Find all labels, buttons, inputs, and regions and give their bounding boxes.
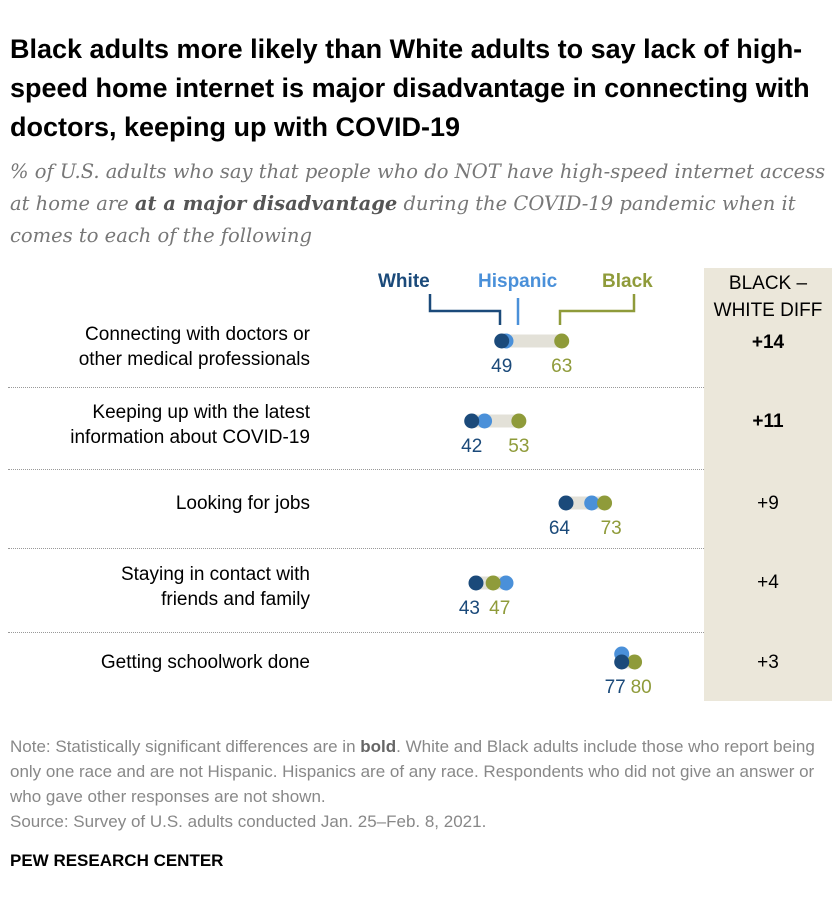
diff-header-line-1: BLACK –	[728, 273, 808, 294]
row-label: Looking for jobs	[176, 491, 310, 516]
diff-value: +11	[752, 411, 784, 432]
dot-hispanic	[584, 495, 600, 511]
chart-note: Note: Statistically significant differen…	[10, 734, 830, 834]
diff-value: +9	[757, 493, 779, 514]
diff-column-background	[704, 268, 832, 701]
subtitle-text-emphasis: at a major disadvantage	[134, 192, 398, 215]
label-black: 53	[508, 436, 529, 457]
chart-subtitle: % of U.S. adults who say that people who…	[10, 156, 830, 252]
row-label-line: Connecting with doctors or	[85, 324, 310, 345]
label-white: 64	[549, 518, 571, 539]
dot-white	[464, 413, 480, 429]
subtitle-text-pre: % of U.S. adults who say that people who…	[10, 160, 826, 215]
legend-white: White	[378, 271, 430, 292]
diff-column-header: BLACK – WHITE DIFF	[704, 270, 832, 324]
dot-hispanic	[477, 413, 493, 429]
row-label-line: Keeping up with the latest	[92, 402, 310, 423]
dot-white	[494, 333, 510, 349]
note-source: Source: Survey of U.S. adults conducted …	[10, 812, 487, 831]
dot-white	[558, 495, 574, 511]
label-black: 80	[631, 677, 652, 698]
dot-black	[511, 413, 527, 429]
row-label: Getting schoolwork done	[101, 650, 310, 675]
dot-white	[468, 575, 484, 591]
row-label-line: information about COVID-19	[70, 427, 310, 448]
label-black: 47	[489, 598, 510, 619]
note-text-pre: Note: Statistically significant differen…	[10, 737, 361, 756]
legend-hispanic: Hispanic	[478, 271, 558, 292]
label-black: 73	[601, 518, 622, 539]
label-white: 77	[605, 677, 626, 698]
row-label: Staying in contact with friends and fami…	[121, 562, 310, 612]
footer-brand: PEW RESEARCH CENTER	[10, 851, 224, 870]
row-divider	[8, 469, 704, 470]
row-label-line: friends and family	[161, 589, 310, 610]
row-divider	[8, 387, 704, 388]
row-label-line: Looking for jobs	[175, 493, 310, 514]
row-label-line: Getting schoolwork done	[100, 652, 310, 673]
diff-header-line-2: WHITE DIFF	[713, 300, 823, 321]
subtitle-text-post: during the COVID-19 pandemic when it com…	[10, 192, 796, 247]
row-divider	[8, 548, 704, 549]
label-white: 42	[461, 436, 482, 457]
row-label-line: Staying in contact with	[120, 564, 310, 585]
dot-white	[614, 654, 630, 670]
label-white: 49	[491, 356, 512, 377]
label-white: 43	[459, 598, 480, 619]
legend-black: Black	[602, 271, 653, 292]
note-text-bold: bold	[360, 737, 397, 756]
dot-black	[597, 495, 613, 511]
label-black: 63	[551, 356, 572, 377]
note-text-post: . White and Black adults include those w…	[10, 737, 815, 806]
diff-value: +14	[751, 332, 785, 353]
diff-value: +4	[757, 572, 779, 593]
dot-black	[554, 333, 570, 349]
legend-leader-white	[428, 294, 502, 325]
dot-black	[627, 654, 643, 670]
diff-value: +3	[757, 652, 779, 673]
dot-black	[485, 575, 501, 591]
row-label: Connecting with doctors or other medical…	[79, 322, 310, 372]
legend-leader-black	[558, 294, 636, 325]
chart-title: Black adults more likely than White adul…	[10, 34, 810, 142]
dot-hispanic	[498, 575, 514, 591]
row-label-line: other medical professionals	[78, 349, 310, 370]
row-divider	[8, 632, 704, 633]
row-label: Keeping up with the latest information a…	[70, 400, 310, 450]
